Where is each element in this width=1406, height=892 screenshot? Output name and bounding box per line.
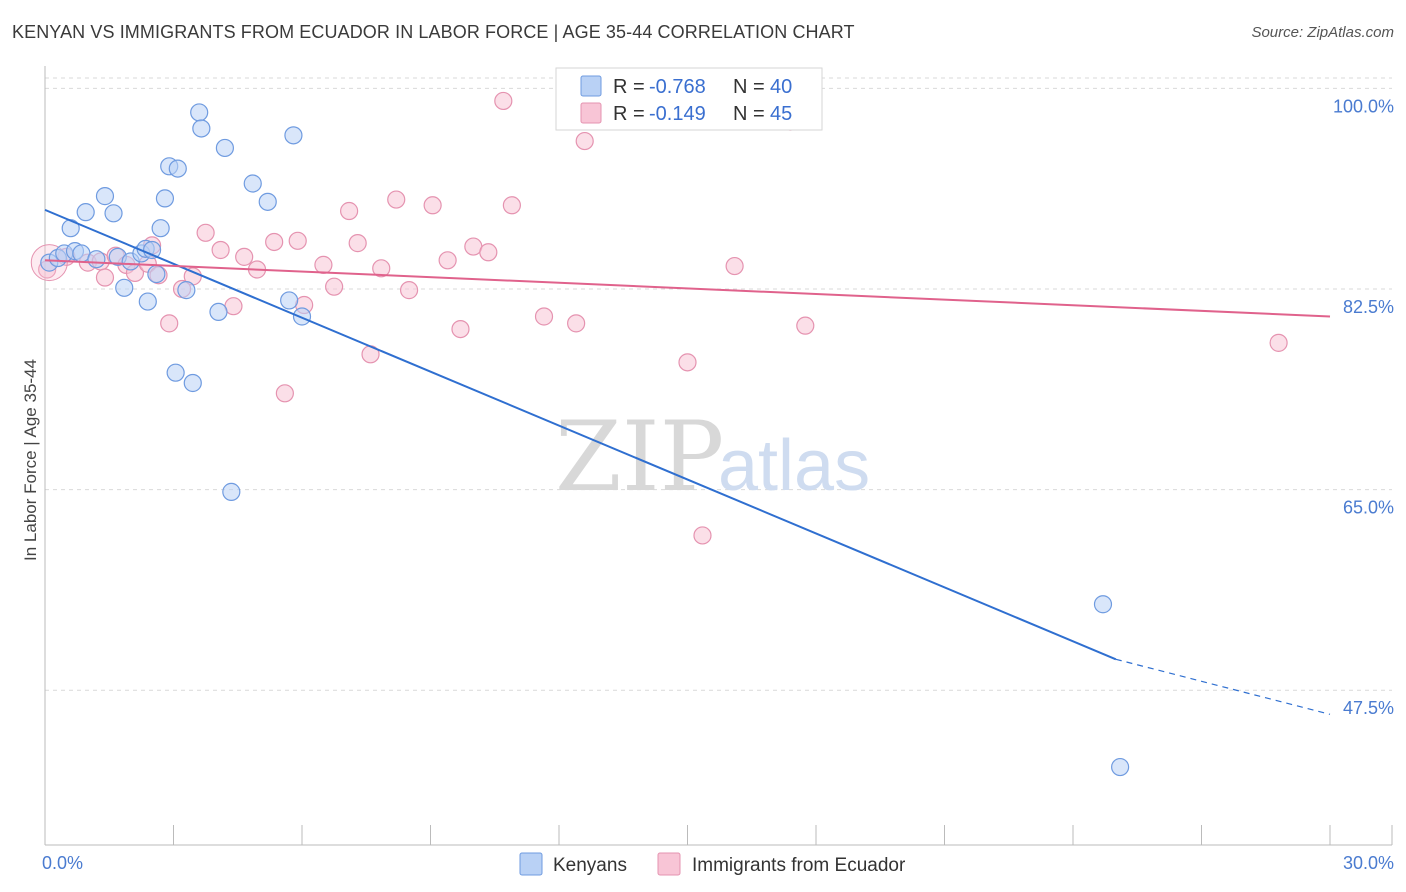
legend-n-label-kenyans: N = xyxy=(733,76,765,98)
axes xyxy=(44,66,1392,846)
kenyan-point xyxy=(115,278,134,297)
legend-r-label-kenyans: R = xyxy=(613,76,645,98)
ecuador-point xyxy=(796,316,815,335)
ecuador-point xyxy=(438,251,457,270)
x-tick-label-max: 30.0% xyxy=(1343,853,1394,873)
kenyan-point xyxy=(155,189,175,208)
ecuador-trend-line xyxy=(44,259,1331,318)
ecuador-point xyxy=(275,384,294,403)
kenyan-point xyxy=(284,126,303,145)
gridlines xyxy=(45,77,1392,691)
y-tick-label: 65.0% xyxy=(1343,498,1394,518)
kenyan-point xyxy=(177,281,196,300)
kenyan-point xyxy=(138,292,157,311)
kenyan-point xyxy=(76,203,95,222)
ecuador-point xyxy=(340,201,359,221)
trend-lines xyxy=(44,208,1331,715)
ecuador-point xyxy=(348,234,367,253)
legend-r-value-ecuador: -0.149 xyxy=(649,103,706,125)
series-legend-label-ecuador: Immigrants from Ecuador xyxy=(692,855,906,876)
ecuador-point xyxy=(95,268,115,287)
kenyan-point xyxy=(280,291,299,310)
y-axis-label: In Labor Force | Age 35-44 xyxy=(21,359,40,561)
ecuador-point xyxy=(325,277,344,296)
watermark-zip: ZIP xyxy=(555,401,724,513)
y-tick-label: 100.0% xyxy=(1333,96,1394,116)
ecuador-point xyxy=(387,190,406,209)
legend-r-value-kenyans: -0.768 xyxy=(649,76,706,98)
ecuador-point xyxy=(567,314,586,333)
kenyan-point xyxy=(258,192,277,211)
kenyan-point xyxy=(190,103,209,122)
y-tick-labels: 47.5% 65.0% 82.5% 100.0% xyxy=(1333,96,1394,718)
legend-n-value-ecuador: 45 xyxy=(770,103,792,125)
kenyan-point xyxy=(243,174,262,193)
series-legend-swatch-kenyans xyxy=(519,852,543,876)
legend-n-value-kenyans: 40 xyxy=(770,76,792,98)
y-tick-label: 82.5% xyxy=(1343,297,1394,317)
ecuador-point xyxy=(575,131,594,151)
kenyan-point xyxy=(87,250,106,269)
kenyan-point xyxy=(147,264,166,284)
kenyan-point xyxy=(168,159,187,178)
ecuador-point xyxy=(196,223,215,242)
correlation-legend: R = -0.768 N = 40 R = -0.149 N = 45 xyxy=(555,67,823,131)
kenyan-point xyxy=(142,240,162,260)
y-tick-label: 47.5% xyxy=(1343,698,1394,718)
legend-swatch-kenyans xyxy=(580,75,602,97)
source-credit: Source: ZipAtlas.com xyxy=(1251,24,1394,41)
x-tick-label-min: 0.0% xyxy=(42,853,83,873)
ecuador-point xyxy=(211,240,230,260)
kenyan-point xyxy=(104,204,123,223)
ecuador-point xyxy=(160,314,179,333)
ecuador-point xyxy=(725,256,744,276)
kenyan-point xyxy=(222,482,241,501)
ecuador-point xyxy=(372,259,391,278)
ecuador-point xyxy=(494,91,513,111)
kenyan-point xyxy=(151,219,170,238)
kenyan-point xyxy=(1093,595,1113,614)
kenyans-trend-extension xyxy=(1115,658,1331,715)
ecuador-point xyxy=(399,281,419,300)
ecuador-point xyxy=(451,319,470,339)
kenyan-point xyxy=(1111,757,1130,777)
chart-title: KENYAN VS IMMIGRANTS FROM ECUADOR IN LAB… xyxy=(12,22,855,42)
series-legend-swatch-ecuador xyxy=(657,852,681,876)
legend-swatch-ecuador xyxy=(580,102,602,124)
kenyan-point xyxy=(209,302,228,322)
ecuador-point xyxy=(423,196,442,215)
ecuador-point xyxy=(288,231,307,250)
kenyan-point xyxy=(292,307,312,326)
kenyan-point xyxy=(183,373,202,393)
ecuador-point xyxy=(235,247,254,266)
ecuador-point xyxy=(479,243,498,262)
kenyans-trend-line xyxy=(44,208,1117,661)
kenyan-point xyxy=(192,119,211,138)
kenyan-point xyxy=(215,138,234,158)
series-legend-label-kenyans: Kenyans xyxy=(553,855,627,876)
x-ticks xyxy=(44,825,1393,845)
ecuador-point xyxy=(314,255,333,274)
ecuador-point xyxy=(1269,333,1288,352)
legend-n-label-ecuador: N = xyxy=(733,103,765,125)
watermark-atlas: atlas xyxy=(718,426,870,506)
legend-r-label-ecuador: R = xyxy=(613,103,645,125)
ecuador-point xyxy=(265,232,284,252)
ecuador-point xyxy=(678,353,697,372)
kenyan-point xyxy=(95,187,115,206)
kenyan-point xyxy=(166,363,185,382)
series-legend: Kenyans Immigrants from Ecuador xyxy=(519,852,906,876)
ecuador-point xyxy=(502,196,521,215)
ecuador-point xyxy=(693,526,712,545)
ecuador-point xyxy=(534,307,554,326)
